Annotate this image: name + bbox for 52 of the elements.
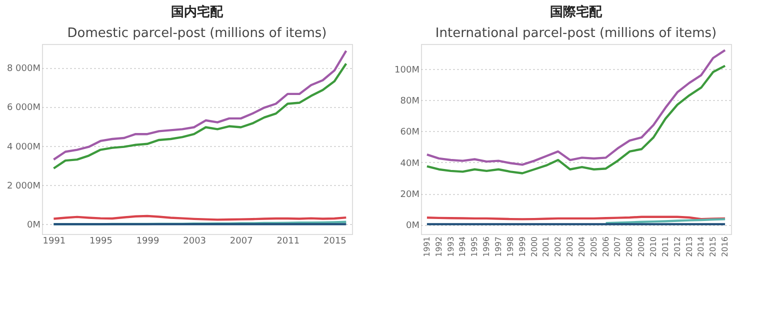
y-tick-label: 80M [400,96,420,107]
x-tick-label: 2012 [672,236,682,257]
x-tick-label: 2009 [637,236,646,257]
x-tick-label: 1997 [494,236,503,257]
y-tick-label: 100M [394,65,420,76]
x-tick-label: 1994 [458,236,468,257]
x-tick-label: 1991 [42,236,66,246]
x-tick-label: 1995 [470,236,480,257]
x-tick-label: 1995 [90,236,112,246]
x-tick-label: 2007 [613,236,622,257]
y-tick-label: 0M [27,220,40,231]
x-tick-label: 2014 [696,236,706,257]
x-tick-label: 1999 [136,236,160,246]
x-tick-label: 1993 [446,236,456,257]
x-tick-label: 2002 [554,236,563,257]
x-tick-label: 2015 [324,236,346,246]
y-tick-label: 2 000M [6,182,40,192]
chart-title: 国際宅配 [550,4,603,20]
y-tick-label: 20M [400,190,420,200]
line-series [52,50,348,161]
chart-subtitle: Domestic parcel-post (millions of items) [67,26,327,41]
x-tick-label: 2003 [566,236,575,257]
y-tick-label: 8 000M [6,64,40,74]
x-tick-label: 1991 [422,236,432,257]
x-tick-label: 2010 [649,236,658,257]
x-tick-label: 2013 [684,236,694,257]
y-tick-label: 60M [400,128,420,138]
y-tick-label: 40M [400,158,420,169]
y-tick-label: 0M [406,221,420,232]
y-tick-label: 6 000M [6,103,40,114]
x-tick-label: 2003 [183,236,206,246]
chart-title: 国内宅配 [171,4,224,20]
y-tick-label: 4 000M [6,142,40,152]
line-series [426,64,726,174]
line-series [52,62,348,170]
x-tick-label: 2007 [230,236,253,246]
x-tick-label: 1996 [482,236,492,257]
x-tick-label: 2000 [530,236,539,257]
x-tick-label: 2016 [720,236,730,257]
x-tick-label: 2005 [589,236,598,257]
x-tick-label: 2008 [625,236,634,257]
x-tick-label: 2006 [601,236,610,257]
x-tick-label: 1999 [518,236,527,257]
x-tick-label: 1992 [434,236,444,257]
x-tick-label: 2015 [708,236,718,257]
x-tick-label: 2011 [660,236,670,257]
x-tick-label: 2001 [542,236,551,257]
x-tick-label: 2011 [276,236,300,246]
x-tick-label: 1998 [506,236,515,257]
line-series [426,49,726,166]
chart-subtitle: International parcel-post (millions of items) [435,26,717,41]
x-tick-label: 2004 [577,236,586,257]
